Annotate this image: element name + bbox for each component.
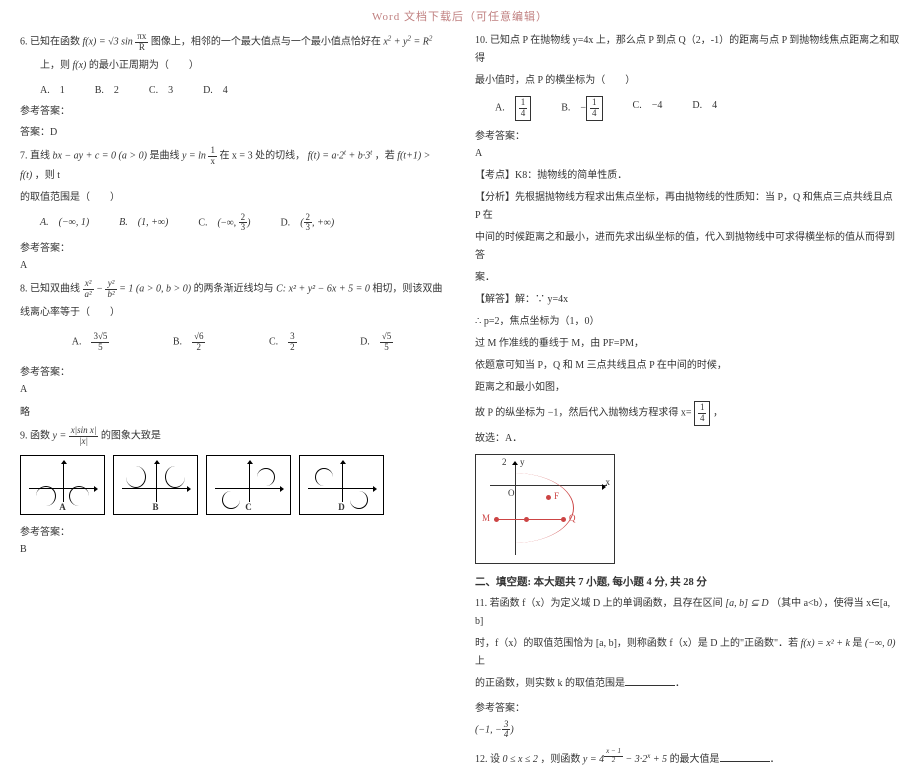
q10-opts: A. 14 B. −14 C. −4 D. 4 <box>495 96 900 121</box>
q6-mid: 图像上，相邻的一个最大值点与一个最小值点恰好在 <box>151 37 381 48</box>
q7-opt-d: D. (23, +∞) <box>280 213 334 234</box>
q9-graph-b: B <box>113 455 198 515</box>
q9-ans: B <box>20 544 445 555</box>
q6-opt-c: C. 3 <box>149 81 173 96</box>
q10-kp: 【考点】K8：抛物线的简单性质． <box>475 167 900 185</box>
q8-opt-c: C. 32 <box>269 332 297 353</box>
q8-opt-d: D. √55 <box>360 332 393 353</box>
q10-jd5: 距离之和最小如图， <box>475 379 900 397</box>
q6-prefix: 6. 已知在函数 <box>20 37 80 48</box>
q6-ans-label: 参考答案： <box>20 102 445 117</box>
q6-fx: f(x) = √3 sin <box>83 37 133 48</box>
q6-opts: A. 1 B. 2 C. 3 D. 4 <box>40 81 445 96</box>
q12-blank <box>720 752 770 762</box>
q11-blank <box>625 676 675 686</box>
q9-graph-c: C <box>206 455 291 515</box>
q8-opts: A. 3√55 B. √62 C. 32 D. √55 <box>40 332 425 353</box>
page-content: 6. 已知在函数 f(x) = √3 sin πx R 图像上，相邻的一个最大值… <box>0 28 920 773</box>
q6-line2: 上，则 f(x) 的最小正周期为（ ） <box>40 57 445 75</box>
q11-ans: (−1, −34) <box>475 720 900 741</box>
q10-jd6: 故 P 的纵坐标为 −1，然后代入抛物线方程求得 x= 14 ， <box>475 401 900 426</box>
q8-ans-label: 参考答案： <box>20 363 445 378</box>
left-column: 6. 已知在函数 f(x) = √3 sin πx R 图像上，相邻的一个最大值… <box>20 28 445 773</box>
q10-jd1: 【解答】解：∵ y=4x <box>475 291 900 309</box>
q8-ans: A <box>20 384 445 395</box>
q6-fx-frac: πx R <box>135 32 148 53</box>
q9-graph-d: D <box>299 455 384 515</box>
q12-line1: 12. 设 0 ≤ x ≤ 2 ，则函数 y = 4x − 12 − 3·2x … <box>475 748 900 769</box>
q10-ans: A <box>475 148 900 159</box>
q11-line2: 时，f（x）的取值范围恰为 [a, b]，则称函数 f（x）是 D 上的"正函数… <box>475 635 900 671</box>
q9-line1: 9. 函数 y = x|sin x||x| 的图象大致是 <box>20 426 445 447</box>
q9-graphs: A B C D <box>20 455 445 515</box>
q8-opt-a: A. 3√55 <box>72 332 110 353</box>
q10-opt-b: B. −14 <box>561 96 602 121</box>
q6-line1: 6. 已知在函数 f(x) = √3 sin πx R 图像上，相邻的一个最大值… <box>20 32 445 53</box>
q7-opt-c: C. (−∞, 23) <box>198 213 250 234</box>
q7-line1: 7. 直线 bx − ay + c = 0 (a > 0) 是曲线 y = ln… <box>20 146 445 185</box>
q8-note: 略 <box>20 403 445 418</box>
q10-fx2: 中间的时候距离之和最小，进而先求出纵坐标的值，代入到抛物线中可求得横坐标的值从而… <box>475 229 900 265</box>
q7-curve-frac: 1 x <box>208 146 217 167</box>
q6-circ-r: = R <box>413 37 428 48</box>
q10-ans-label: 参考答案： <box>475 127 900 142</box>
q10-jd4: 依题意可知当 P，Q 和 M 三点共线且点 P 在中间的时候， <box>475 357 900 375</box>
q7-opt-a: A. (−∞, 1) <box>40 213 89 234</box>
q6-opt-a: A. 1 <box>40 81 65 96</box>
right-column: 10. 已知点 P 在抛物线 y=4x 上，那么点 P 到点 Q（2，-1）的距… <box>475 28 900 773</box>
section-2-header: 二、填空题: 本大题共 7 小题, 每小题 4 分, 共 28 分 <box>475 574 900 589</box>
q9-graph-a: A <box>20 455 105 515</box>
q6-circ-y: + y <box>394 37 408 48</box>
q10-fx3: 案． <box>475 269 900 287</box>
q7-ans-label: 参考答案： <box>20 239 445 254</box>
q7-opts: A. (−∞, 1) B. (1, +∞) C. (−∞, 23) D. (23… <box>40 213 445 234</box>
q10-fx1: 【分析】先根据抛物线方程求出焦点坐标，再由抛物线的性质知：当 P，Q 和焦点三点… <box>475 189 900 225</box>
q8-line2: 线离心率等于（ ） <box>20 304 445 322</box>
q11-line3: 的正函数，则实数 k 的取值范围是． <box>475 675 900 693</box>
q10-graph: y x O 2 F Q M <box>475 454 615 564</box>
q10-line1: 10. 已知点 P 在抛物线 y=4x 上，那么点 P 到点 Q（2，-1）的距… <box>475 32 900 68</box>
q10-opt-d: D. 4 <box>692 96 717 121</box>
q10-line2: 最小值时，点 P 的横坐标为（ ） <box>475 72 900 90</box>
q11-line1: 11. 若函数 f（x）为定义域 D 上的单调函数，且存在区间 [a, b] ⊆… <box>475 595 900 631</box>
q10-jd7: 故选：A． <box>475 430 900 448</box>
q6-opt-d: D. 4 <box>203 81 228 96</box>
q6-opt-b: B. 2 <box>95 81 119 96</box>
q9-ans-label: 参考答案： <box>20 523 445 538</box>
q7-ans: A <box>20 260 445 271</box>
q6-ans: 答案：D <box>20 123 445 138</box>
q7-line2: 的取值范围是（ ） <box>20 189 445 207</box>
q10-jd3: 过 M 作准线的垂线于 M，由 PF=PM， <box>475 335 900 353</box>
q10-opt-c: C. −4 <box>633 96 663 121</box>
q10-opt-a: A. 14 <box>495 96 531 121</box>
doc-header: Word 文档下载后（可任意编辑） <box>0 0 920 28</box>
q7-opt-b: B. (1, +∞) <box>119 213 168 234</box>
q8-opt-b: B. √62 <box>173 332 206 353</box>
q11-ans-label: 参考答案： <box>475 699 900 714</box>
q10-jd2: ∴ p=2，焦点坐标为（1，0） <box>475 313 900 331</box>
q8-line1: 8. 已知双曲线 x²a² − y²b² = 1 (a > 0, b > 0) … <box>20 279 445 300</box>
